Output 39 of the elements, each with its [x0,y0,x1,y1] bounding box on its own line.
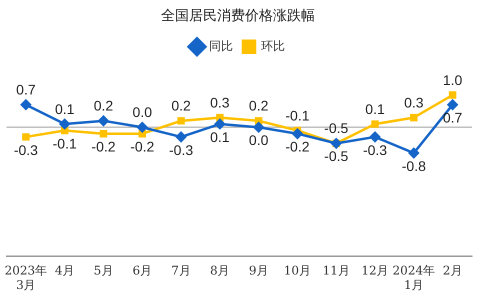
data-label: 0.3 [404,94,424,110]
x-tick-label: 9月 [248,264,268,278]
data-label: 0.3 [210,94,230,110]
data-label: 0.7 [442,110,463,126]
data-label: -0.2 [91,138,116,155]
x-tick-label: 4月 [54,264,75,278]
data-label: -0.2 [285,138,310,155]
x-tick-label: 5月 [94,264,114,278]
x-tick-label: 2024年 1月 [392,264,436,292]
data-label: -0.2 [130,138,155,155]
data-label: -0.3 [169,142,194,158]
data-label: 1.0 [442,72,463,88]
data-label: 0.0 [248,132,269,148]
x-tick-label: 2023年 3月 [4,264,48,292]
x-tick-label: 8月 [210,264,230,278]
legend-label: 环比 [261,39,285,54]
data-label: -0.3 [362,142,388,158]
data-label: 0.1 [54,100,75,117]
data-label: -0.5 [324,120,349,136]
data-label: 0.1 [365,100,385,117]
legend-label: 同比 [209,39,233,54]
x-tick-label: 11月 [322,264,350,278]
data-label: 0.2 [171,98,192,114]
data-label: 0.1 [210,128,230,145]
data-label: -0.8 [402,158,426,174]
data-label: 0.7 [16,82,36,98]
data-label: -0.3 [14,142,38,158]
x-tick-label: 6月 [132,264,152,278]
data-label: 0.2 [248,98,269,114]
x-tick-label: 10月 [284,264,312,278]
data-label: -0.5 [324,148,349,164]
data-label: -0.1 [52,135,77,152]
data-label: 0.0 [132,104,152,120]
data-label: -0.1 [285,107,310,124]
chart-title: 全国居民消费价格涨跌幅 [161,8,315,24]
x-tick-label: 2月 [442,264,462,278]
x-tick-label: 7月 [171,264,191,278]
x-tick-label: 12月 [361,264,389,278]
data-label: 0.2 [94,98,114,114]
